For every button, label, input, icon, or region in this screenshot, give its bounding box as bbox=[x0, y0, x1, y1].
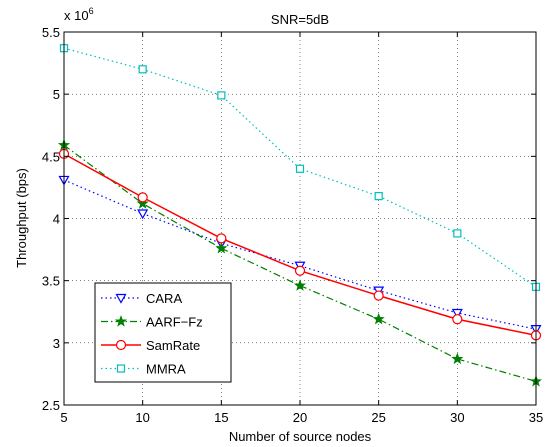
data-point bbox=[372, 312, 385, 325]
data-point bbox=[294, 265, 306, 276]
y-multiplier-base: x 10 bbox=[64, 8, 89, 23]
y-tick-label: 5 bbox=[53, 87, 60, 102]
data-point bbox=[217, 91, 226, 100]
data-point bbox=[374, 192, 383, 201]
x-tick-label: 20 bbox=[293, 410, 307, 425]
x-tick-label: 5 bbox=[60, 410, 67, 425]
legend-marker bbox=[115, 339, 127, 351]
data-point bbox=[136, 197, 149, 209]
series-layer bbox=[57, 44, 543, 387]
legend-entry: SamRate bbox=[101, 338, 200, 353]
x-tick-label: 10 bbox=[135, 410, 149, 425]
x-tick-label: 15 bbox=[214, 410, 228, 425]
axis-ticks: 5 10 15 20 25 30 35 2.5 3 3.5 4 4.5 5 5.5 bbox=[42, 25, 543, 425]
y-tick-label: 3 bbox=[53, 336, 60, 351]
legend-label: AARF−Fz bbox=[146, 315, 203, 330]
y-tick-label: 4 bbox=[53, 212, 60, 227]
legend-entry: AARF−Fz bbox=[101, 315, 203, 330]
series-2 bbox=[58, 148, 542, 341]
data-point bbox=[451, 352, 464, 365]
y-axis-label: Throughput (bps) bbox=[14, 168, 29, 268]
y-tick-label: 4.5 bbox=[42, 149, 60, 164]
legend-entry: CARA bbox=[101, 291, 182, 306]
data-point bbox=[451, 308, 463, 319]
data-point bbox=[295, 164, 305, 173]
data-point bbox=[138, 65, 147, 74]
series-1 bbox=[57, 138, 543, 387]
legend-label: SamRate bbox=[146, 338, 200, 353]
data-point bbox=[453, 229, 462, 238]
data-point bbox=[215, 241, 228, 254]
data-point bbox=[293, 279, 307, 291]
chart-title: SNR=5dB bbox=[271, 12, 329, 27]
data-point bbox=[452, 314, 463, 325]
legend-marker bbox=[115, 293, 127, 304]
legend-entry: MMRA bbox=[101, 362, 186, 377]
y-tick-label: 3.5 bbox=[42, 274, 60, 289]
data-point bbox=[216, 233, 227, 244]
x-tick-label: 35 bbox=[529, 410, 543, 425]
legend-marker bbox=[116, 364, 126, 373]
data-point bbox=[373, 290, 384, 301]
y-tick-label: 5.5 bbox=[42, 25, 60, 40]
y-multiplier-exponent: 6 bbox=[89, 6, 94, 16]
x-axis-label: Number of source nodes bbox=[229, 429, 372, 444]
legend-label: MMRA bbox=[146, 362, 186, 377]
legend-marker bbox=[114, 315, 128, 327]
y-multiplier-label: x 106 bbox=[64, 6, 94, 23]
x-tick-label: 30 bbox=[450, 410, 464, 425]
x-tick-label: 25 bbox=[371, 410, 385, 425]
data-point bbox=[137, 209, 149, 220]
legend-label: CARA bbox=[146, 291, 182, 306]
legend: CARA AARF−Fz SamRate MMRA bbox=[94, 282, 232, 383]
data-point bbox=[137, 192, 148, 203]
y-tick-label: 2.5 bbox=[42, 398, 60, 413]
